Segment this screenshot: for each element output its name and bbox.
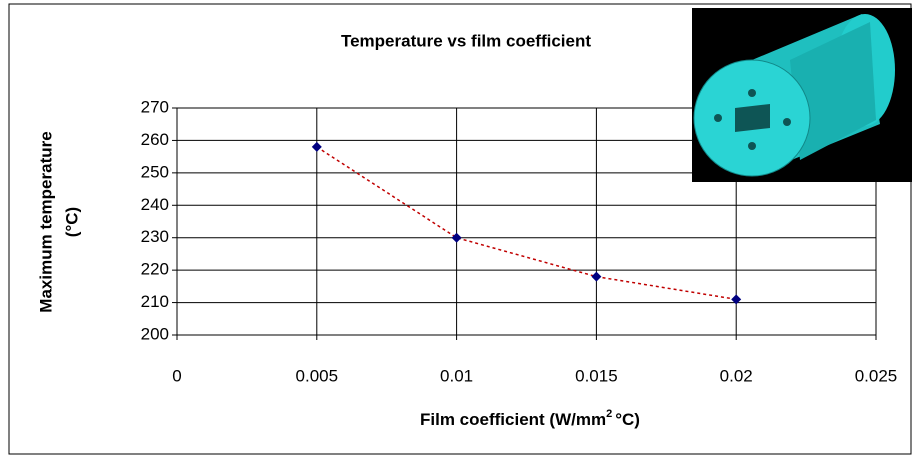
y-tick-label: 270 xyxy=(141,97,169,116)
inset-bolt xyxy=(748,89,756,97)
y-tick-label: 210 xyxy=(141,292,169,311)
y-tick-label: 230 xyxy=(141,227,169,246)
y-tick-label: 220 xyxy=(141,260,169,279)
x-label-text: Film coefficient (W/mm xyxy=(420,410,606,429)
y-tick-label: 260 xyxy=(141,130,169,149)
inset-render xyxy=(692,8,912,182)
x-label-sup: 2 xyxy=(606,408,612,420)
x-tick-label: 0.025 xyxy=(855,366,898,385)
x-tick-label: 0.02 xyxy=(720,366,753,385)
y-tick-label: 250 xyxy=(141,162,169,181)
chart: Temperature vs film coefficient Film coe… xyxy=(0,0,917,460)
x-tick-label: 0.01 xyxy=(440,366,473,385)
inset-bolt xyxy=(748,142,756,150)
chart-title: Temperature vs film coefficient xyxy=(341,31,591,50)
x-tick-label: 0.015 xyxy=(575,366,618,385)
x-label-unit: °C) xyxy=(615,410,640,429)
x-tick-label: 0.005 xyxy=(296,366,339,385)
inset-hole xyxy=(735,104,770,132)
y-tick-label: 240 xyxy=(141,195,169,214)
y-tick-label: 200 xyxy=(141,324,169,343)
inset-bolt xyxy=(714,114,722,122)
y-axis-label: Maximum temperature xyxy=(36,131,55,312)
x-tick-label: 0 xyxy=(172,366,181,385)
inset-bolt xyxy=(783,118,791,126)
y-axis-label-unit: (°C) xyxy=(62,207,81,237)
